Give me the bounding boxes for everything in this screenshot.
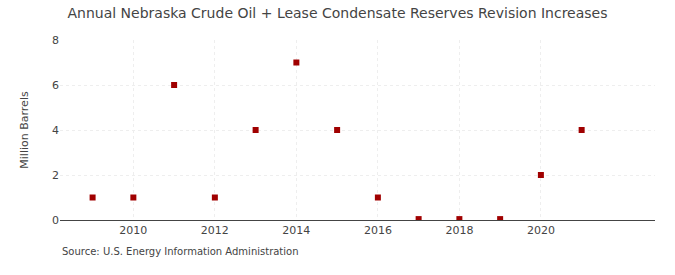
svg-text:6: 6 — [52, 79, 59, 92]
svg-text:2014: 2014 — [282, 224, 310, 237]
svg-text:2010: 2010 — [119, 224, 147, 237]
svg-text:2: 2 — [52, 169, 59, 182]
svg-text:2016: 2016 — [364, 224, 392, 237]
svg-text:Annual Nebraska Crude Oil + Le: Annual Nebraska Crude Oil + Lease Conden… — [67, 5, 607, 21]
svg-text:0: 0 — [52, 214, 59, 227]
svg-text:8: 8 — [52, 34, 59, 47]
svg-text:4: 4 — [52, 124, 59, 137]
svg-text:Source: U.S. Energy Informatio: Source: U.S. Energy Information Administ… — [62, 246, 299, 257]
svg-text:2020: 2020 — [527, 224, 555, 237]
svg-text:2012: 2012 — [201, 224, 229, 237]
svg-text:2018: 2018 — [445, 224, 473, 237]
svg-text:Million Barrels: Million Barrels — [18, 91, 31, 169]
